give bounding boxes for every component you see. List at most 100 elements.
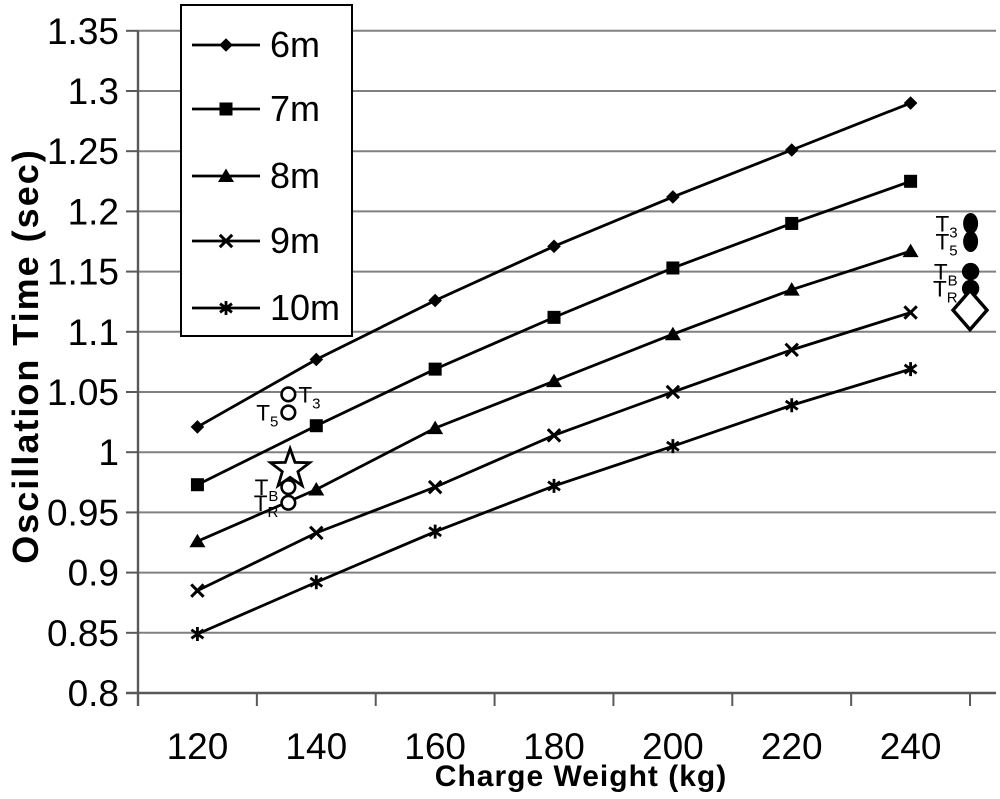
asterisk-marker-icon (428, 524, 442, 539)
annotation-tr-right-label: TR (933, 276, 958, 306)
x-tick-label: 240 (880, 726, 942, 767)
triangle-marker-icon (902, 243, 919, 258)
legend-label-10m: 10m (270, 287, 341, 328)
y-tick-label: 0.8 (68, 673, 119, 714)
x-tick-label: 200 (642, 726, 704, 767)
asterisk-marker-icon (903, 362, 918, 377)
annotation-tr-left: TR (254, 491, 297, 521)
y-tick-label: 1.3 (68, 71, 119, 112)
filled-ellipse-marker-icon (963, 231, 979, 252)
annotation-t3-left-label: T3 (298, 382, 320, 412)
triangle-marker-icon (427, 420, 444, 435)
square-marker-icon (428, 362, 442, 376)
open-diamond-marker-icon (950, 288, 990, 333)
annotation-t5-left: T5 (256, 400, 297, 430)
square-marker-icon (309, 419, 323, 433)
x-marker-icon (903, 305, 918, 320)
annotation-t3-right: T3 (936, 211, 979, 241)
x-tick-label: 180 (523, 726, 585, 767)
x-tick-label: 220 (761, 726, 823, 767)
annotation-t5-right-label: T5 (936, 230, 958, 260)
asterisk-marker-icon (784, 398, 799, 413)
diamond-marker-icon (428, 293, 442, 308)
open-circle-marker-icon (280, 386, 297, 403)
legend-item-8m: 8m (190, 158, 320, 194)
diamond-marker-icon (190, 420, 205, 434)
annotation-tr-left-label: TR (254, 491, 279, 521)
open-circle-marker-icon (280, 404, 297, 421)
triangle-marker-icon (308, 482, 325, 496)
y-tick-label: 0.9 (68, 553, 119, 594)
legend-key-triangle-icon (192, 168, 260, 182)
triangle-marker-icon (664, 326, 681, 341)
open-circle-marker-icon (280, 494, 297, 511)
filled-circle-marker-icon (961, 262, 980, 281)
series-10m (190, 362, 918, 642)
square-marker-icon (666, 261, 680, 275)
y-tick-label: 1.05 (47, 372, 119, 413)
triangle-marker-icon (218, 168, 234, 182)
series-9m (190, 305, 918, 598)
legend-item-10m: 10m (190, 290, 340, 326)
y-tick-label: 1.35 (47, 11, 119, 52)
y-tick-label: 0.85 (47, 613, 119, 654)
open-star-marker-icon (266, 444, 314, 490)
series-7m (190, 174, 918, 492)
asterisk-marker-icon (547, 478, 561, 493)
annotation-tb-left-label: TB (255, 475, 279, 505)
legend-key-diamond-icon (192, 38, 260, 52)
diamond-marker-icon (666, 190, 680, 204)
legend-label-8m: 8m (270, 155, 321, 196)
annotation-tb-left: TB (255, 475, 297, 505)
annotation-t3-left: T3 (280, 382, 320, 412)
diamond-marker-icon (219, 38, 233, 52)
x-marker-icon (218, 233, 234, 249)
square-marker-icon (219, 102, 233, 116)
triangle-marker-icon (783, 282, 800, 296)
series-line-10m (196, 367, 911, 636)
diamond-marker-icon (903, 96, 918, 110)
legend-item-6m: 6m (190, 27, 320, 63)
x-marker-icon (309, 525, 324, 541)
annotation-t3-right-label: T3 (936, 211, 958, 241)
annotation-t5-right: T5 (936, 230, 979, 260)
triangle-marker-icon (546, 373, 563, 388)
annotation-tb-right-label: TB (934, 260, 958, 290)
legend-label-9m: 9m (270, 220, 321, 261)
legend-item-9m: 9m (190, 223, 320, 259)
y-tick-label: 1 (98, 432, 119, 473)
series-8m (189, 243, 919, 548)
x-marker-icon (427, 479, 443, 495)
filled-ellipse-marker-icon (963, 212, 979, 234)
y-tick-label: 1.2 (68, 191, 119, 232)
x-tick-label: 140 (285, 726, 347, 767)
x-tick-label: 160 (404, 726, 466, 767)
square-marker-icon (904, 174, 918, 188)
diamond-marker-icon (309, 352, 324, 367)
x-tick-label: 120 (167, 726, 229, 767)
asterisk-marker-icon (190, 627, 205, 642)
y-tick-label: 1.1 (68, 312, 119, 353)
y-tick-label: 0.95 (47, 492, 119, 533)
series-6m (190, 96, 918, 434)
y-tick-label: 1.25 (47, 131, 119, 172)
x-axis-title: Charge Weight (kg) (434, 760, 728, 793)
x-marker-icon (784, 342, 799, 358)
annotation-t5-left-label: T5 (256, 400, 278, 430)
legend-key-square-icon (192, 102, 260, 116)
triangle-marker-icon (189, 533, 206, 548)
x-marker-icon (665, 384, 681, 400)
annotation-star (266, 444, 314, 490)
legend-item-7m: 7m (190, 91, 320, 127)
x-marker-icon (546, 428, 562, 443)
diamond-marker-icon (547, 239, 561, 254)
legend: 6m 7m 8m 9m 10m (180, 4, 353, 337)
y-axis-title: Oscillation Time (sec) (5, 148, 46, 564)
open-circle-marker-icon (280, 479, 297, 496)
square-marker-icon (547, 310, 561, 324)
asterisk-marker-icon (309, 575, 324, 590)
annotation-diamond-right (950, 288, 990, 333)
asterisk-marker-icon (666, 439, 680, 454)
diamond-marker-icon (784, 143, 799, 157)
